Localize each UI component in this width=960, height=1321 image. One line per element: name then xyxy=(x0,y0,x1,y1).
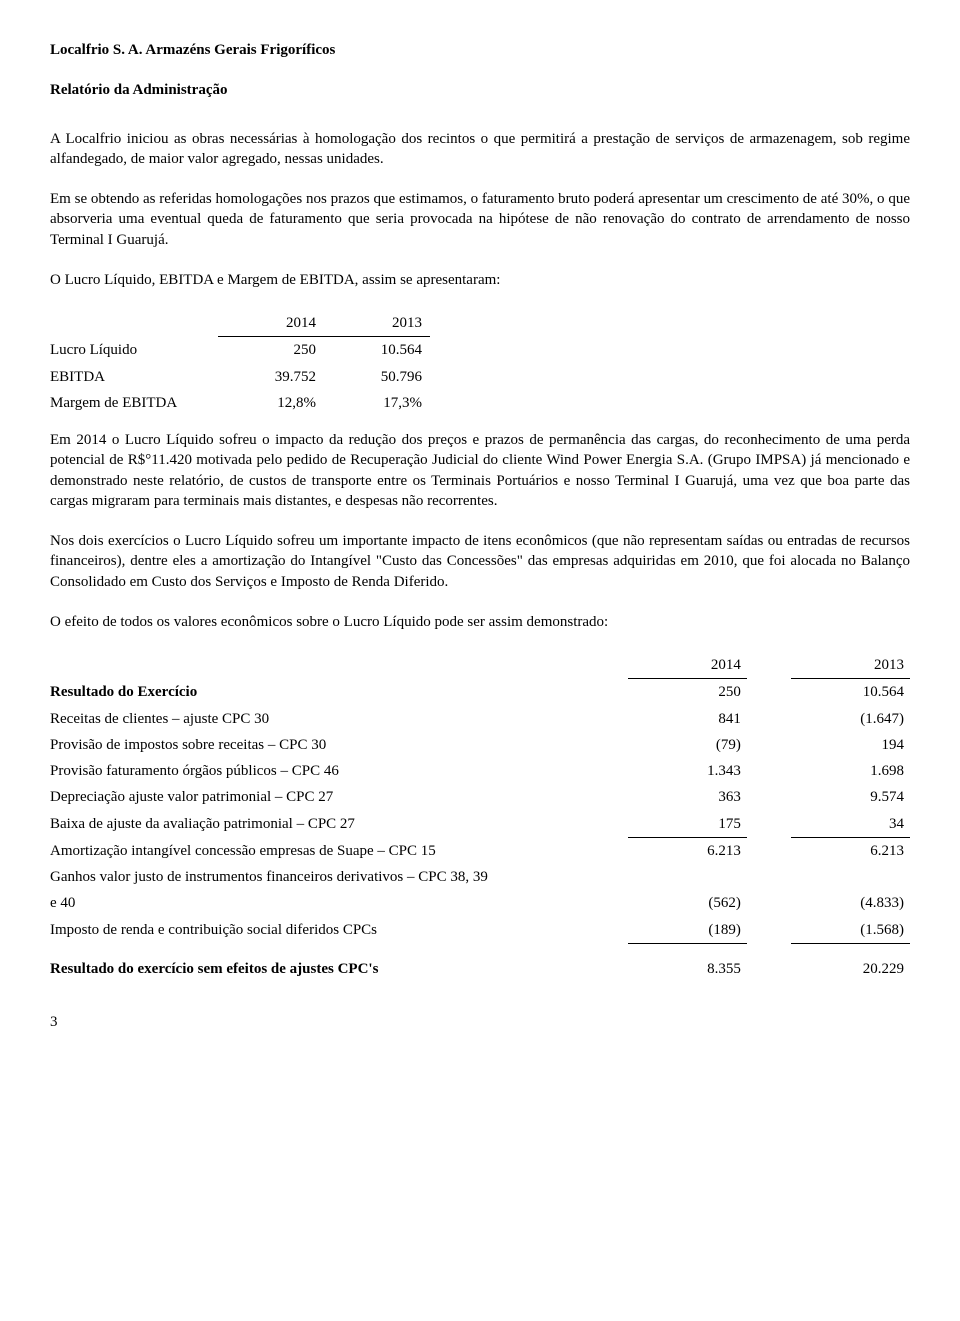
row-value: 250 xyxy=(628,679,747,706)
row-label: EBITDA xyxy=(50,364,218,390)
row-label: Provisão de impostos sobre receitas – CP… xyxy=(50,732,628,758)
table-row: EBITDA 39.752 50.796 xyxy=(50,364,430,390)
row-value: 50.796 xyxy=(324,364,430,390)
table-row: Amortização intangível concessão empresa… xyxy=(50,837,910,864)
row-value: 194 xyxy=(791,732,910,758)
row-value: 175 xyxy=(628,811,747,838)
row-value: (1.647) xyxy=(791,706,910,732)
row-value: 1.343 xyxy=(628,758,747,784)
table1-year-2014: 2014 xyxy=(218,310,324,337)
table-row: e 40 (562) (4.833) xyxy=(50,890,910,916)
row-value: 6.213 xyxy=(628,837,747,864)
row-value: 10.564 xyxy=(324,337,430,364)
row-value: (189) xyxy=(628,917,747,944)
row-value: 363 xyxy=(628,784,747,810)
row-value: 12,8% xyxy=(218,390,324,416)
report-subtitle: Relatório da Administração xyxy=(50,80,910,100)
row-value: (1.568) xyxy=(791,917,910,944)
table-row: Margem de EBITDA 12,8% 17,3% xyxy=(50,390,430,416)
row-value: 8.355 xyxy=(628,956,747,982)
paragraph-5: Nos dois exercícios o Lucro Líquido sofr… xyxy=(50,531,910,592)
ebitda-table: 2014 2013 Lucro Líquido 250 10.564 EBITD… xyxy=(50,310,430,416)
row-value: 6.213 xyxy=(791,837,910,864)
page-number: 3 xyxy=(50,1012,910,1032)
paragraph-4: Em 2014 o Lucro Líquido sofreu o impacto… xyxy=(50,430,910,511)
table-row: Imposto de renda e contribuição social d… xyxy=(50,917,910,944)
table-row: Provisão faturamento órgãos públicos – C… xyxy=(50,758,910,784)
table-row: Lucro Líquido 250 10.564 xyxy=(50,337,430,364)
row-value: 1.698 xyxy=(791,758,910,784)
row-label: Ganhos valor justo de instrumentos finan… xyxy=(50,864,628,890)
row-value: (4.833) xyxy=(791,890,910,916)
row-value: 34 xyxy=(791,811,910,838)
row-label: Margem de EBITDA xyxy=(50,390,218,416)
row-value: 9.574 xyxy=(791,784,910,810)
row-value: 10.564 xyxy=(791,679,910,706)
paragraph-1: A Localfrio iniciou as obras necessárias… xyxy=(50,129,910,170)
row-value: (79) xyxy=(628,732,747,758)
row-value: 17,3% xyxy=(324,390,430,416)
table-row: Receitas de clientes – ajuste CPC 30 841… xyxy=(50,706,910,732)
table2-year-2014: 2014 xyxy=(628,652,747,679)
table2-year-2013: 2013 xyxy=(791,652,910,679)
row-label: Receitas de clientes – ajuste CPC 30 xyxy=(50,706,628,732)
table-row: Baixa de ajuste da avaliação patrimonial… xyxy=(50,811,910,838)
row-label: Resultado do exercício sem efeitos de aj… xyxy=(50,956,628,982)
row-label: Imposto de renda e contribuição social d… xyxy=(50,917,628,944)
row-label: Baixa de ajuste da avaliação patrimonial… xyxy=(50,811,628,838)
row-label: Provisão faturamento órgãos públicos – C… xyxy=(50,758,628,784)
row-label: Depreciação ajuste valor patrimonial – C… xyxy=(50,784,628,810)
row-label: e 40 xyxy=(50,890,628,916)
paragraph-2: Em se obtendo as referidas homologações … xyxy=(50,189,910,250)
row-value: 39.752 xyxy=(218,364,324,390)
lucro-liquido-table: 2014 2013 Resultado do Exercício 250 10.… xyxy=(50,652,910,982)
paragraph-6: O efeito de todos os valores econômicos … xyxy=(50,612,910,632)
row-label: Resultado do Exercício xyxy=(50,679,628,706)
row-value: (562) xyxy=(628,890,747,916)
row-value: 841 xyxy=(628,706,747,732)
table-row: Resultado do Exercício 250 10.564 xyxy=(50,679,910,706)
row-value: 20.229 xyxy=(791,956,910,982)
table-row: Ganhos valor justo de instrumentos finan… xyxy=(50,864,910,890)
table-row: Depreciação ajuste valor patrimonial – C… xyxy=(50,784,910,810)
row-label: Amortização intangível concessão empresa… xyxy=(50,837,628,864)
company-name: Localfrio S. A. Armazéns Gerais Frigoríf… xyxy=(50,40,910,60)
table1-year-2013: 2013 xyxy=(324,310,430,337)
row-label: Lucro Líquido xyxy=(50,337,218,364)
table-row-total: Resultado do exercício sem efeitos de aj… xyxy=(50,956,910,982)
paragraph-3: O Lucro Líquido, EBITDA e Margem de EBIT… xyxy=(50,270,910,290)
row-value: 250 xyxy=(218,337,324,364)
table-row: Provisão de impostos sobre receitas – CP… xyxy=(50,732,910,758)
